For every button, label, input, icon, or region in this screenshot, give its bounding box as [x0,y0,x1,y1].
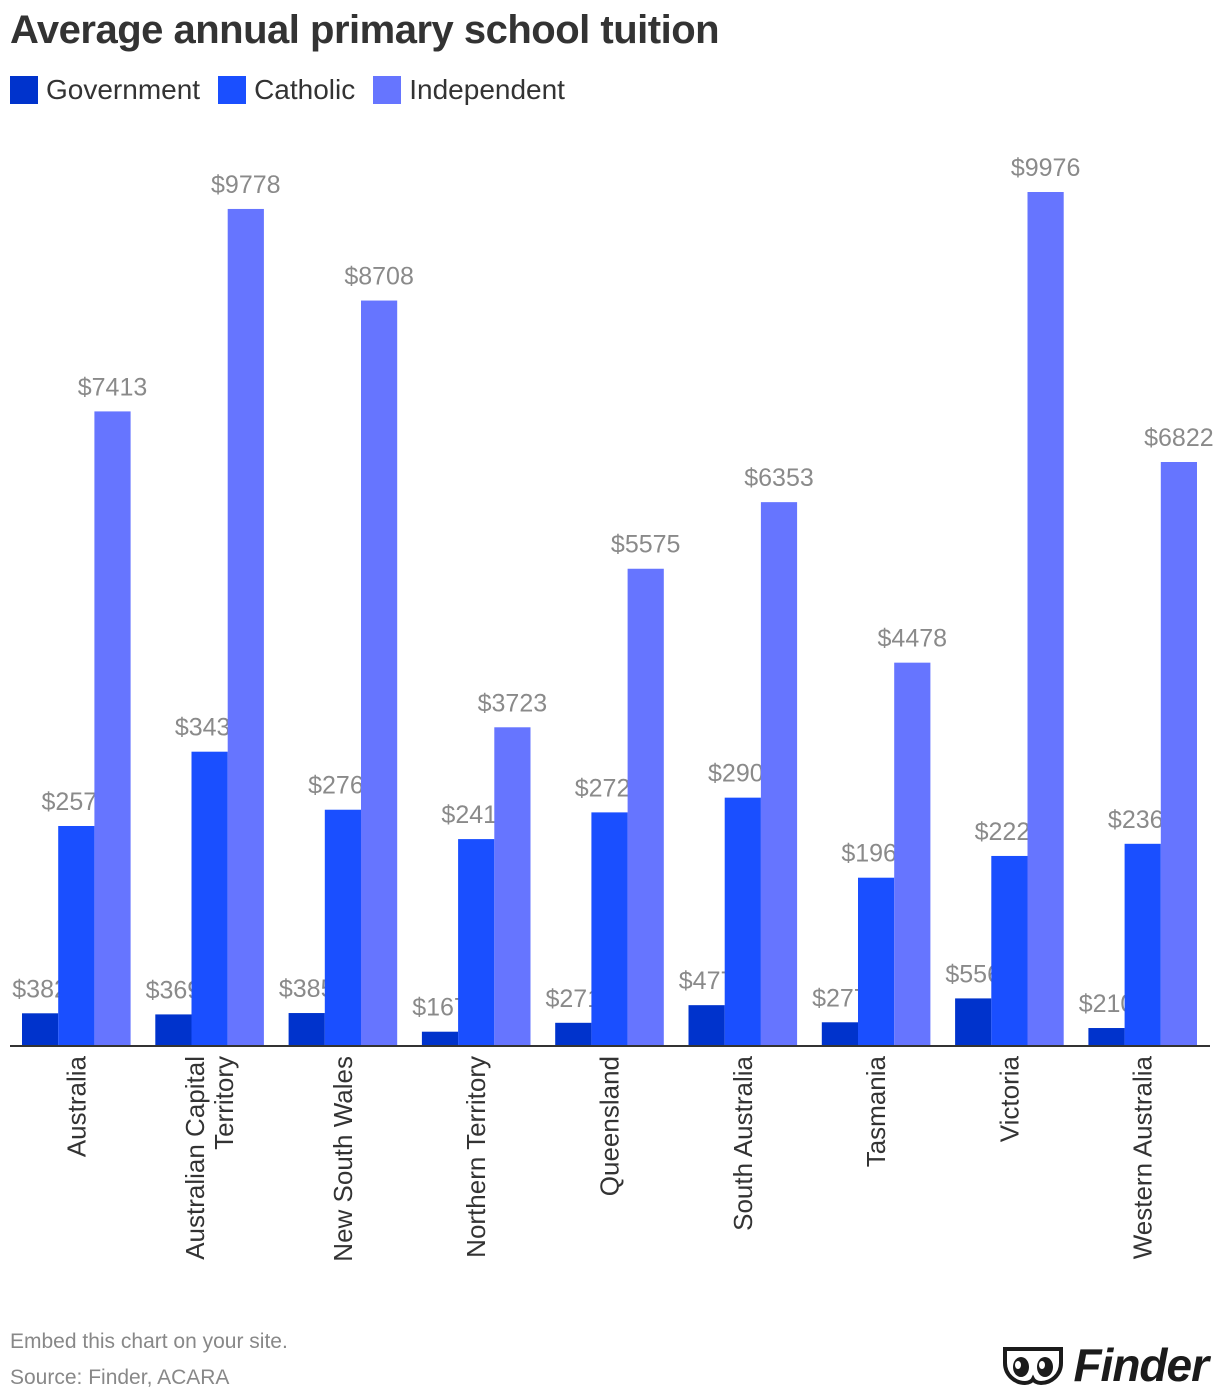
bar-independent-south-australia [760,502,798,1046]
bar-government-australian-capital-territory [155,1014,192,1046]
x-tick-label-new-south-wales: New South Wales [328,1056,358,1262]
data-label-independent-new-south-wales: $8708 [344,263,414,291]
bar-catholic-tasmania [858,877,895,1046]
chart-title: Average annual primary school tuition [10,8,720,52]
bar-catholic-south-australia [724,797,761,1046]
bar-catholic-northern-territory [458,839,495,1046]
bar-independent-australia [94,411,131,1047]
x-tick-label-tasmania: Tasmania [861,1055,891,1167]
bar-catholic-new-south-wales [324,809,361,1046]
bar-independent-western-australia [1160,461,1197,1046]
legend-label-government: Government [46,74,201,105]
x-tick-label-australia: Australia [61,1055,91,1157]
source-note: Source: Finder, ACARA [10,1366,230,1389]
x-tick-label-queensland: Queensland [595,1056,625,1196]
bar-independent-northern-territory [494,727,531,1046]
bar-catholic-queensland [591,812,628,1046]
finder-logo[interactable]: Finder [1001,1338,1209,1392]
finder-eyes-icon [1003,1347,1064,1385]
bar-government-south-australia [688,1005,725,1046]
legend-item-catholic: Catholic [218,74,355,106]
bar-government-new-south-wales [288,1013,325,1046]
bar-government-queensland [555,1022,592,1046]
x-tick-label-australian-capital-territory: Australian CapitalTerritory [180,1056,239,1260]
bar-catholic-western-australia [1124,843,1161,1046]
data-label-independent-australia: $7413 [78,373,148,401]
data-label-independent-victoria: $9976 [1011,154,1081,182]
legend-swatch-catholic [218,76,247,104]
bar-catholic-victoria [991,855,1028,1046]
bar-independent-new-south-wales [361,300,398,1046]
data-label-independent-northern-territory: $3723 [478,689,548,717]
data-label-independent-australian-capital-territory: $9778 [211,171,281,199]
legend-item-government: Government [10,74,200,106]
bar-independent-queensland [627,568,664,1046]
embed-link[interactable]: Embed this chart on your site. [10,1330,288,1353]
bar-government-western-australia [1088,1028,1125,1046]
legend-item-independent: Independent [373,74,565,106]
x-tick-label-victoria: Victoria [994,1055,1024,1142]
x-tick-label-northern-territory: Northern Territory [461,1056,491,1258]
bar-government-northern-territory [421,1031,459,1046]
bar-independent-victoria [1027,192,1064,1046]
bar-independent-tasmania [894,662,931,1046]
data-label-independent-western-australia: $6822 [1144,424,1214,452]
data-label-independent-tasmania: $4478 [878,625,948,653]
legend-label-independent: Independent [409,74,565,105]
x-tick-label-western-australia: Western Australia [1128,1055,1158,1259]
bar-government-tasmania [821,1022,858,1046]
bar-catholic-australian-capital-territory [191,751,228,1046]
legend-label-catholic: Catholic [254,74,356,105]
legend: Government Catholic Independent [10,74,583,106]
data-label-independent-queensland: $5575 [611,531,681,559]
bar-government-victoria [955,998,992,1046]
data-label-independent-south-australia: $6353 [744,464,814,492]
bar-independent-australian-capital-territory [227,208,264,1046]
finder-wordmark: Finder [1073,1339,1209,1391]
bar-catholic-australia [58,825,95,1046]
bar-chart: $382$2570$7413Australia$369$3438$9778Aus… [10,154,1214,1262]
legend-swatch-independent [373,76,402,104]
bar-government-australia [22,1013,59,1046]
x-tick-label-south-australia: South Australia [728,1055,758,1230]
legend-swatch-government [10,76,38,104]
